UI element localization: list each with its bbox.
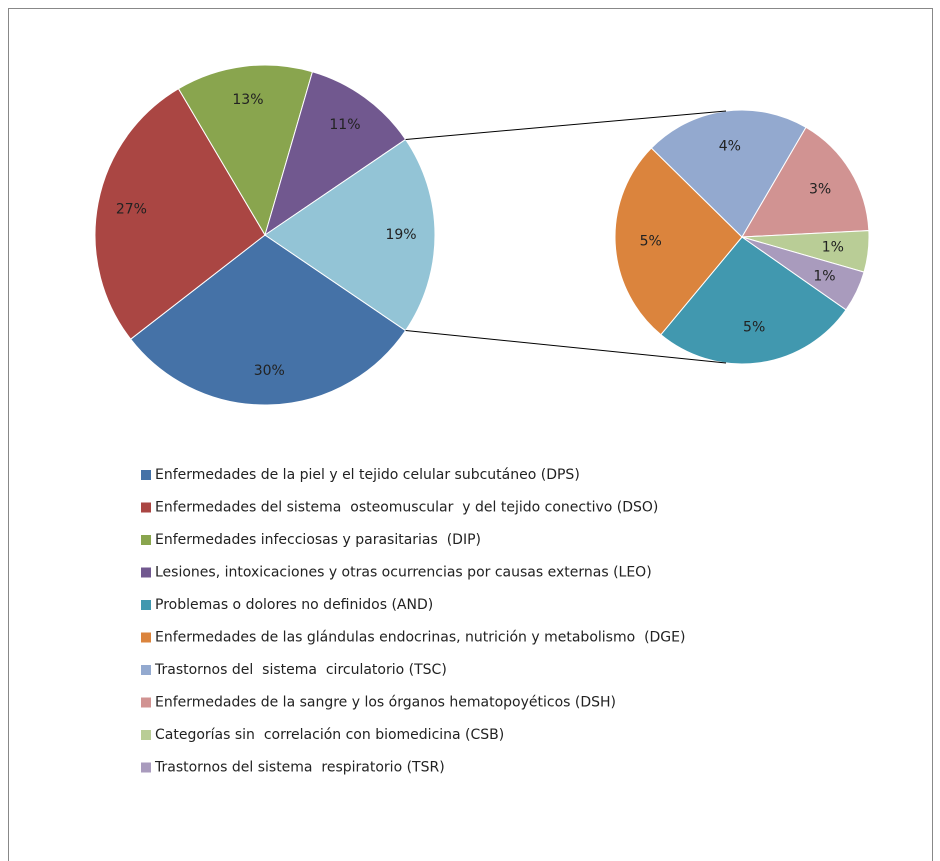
data-label: 3%	[809, 181, 831, 197]
data-label: 4%	[719, 138, 741, 154]
data-label: 11%	[329, 117, 360, 133]
legend-label: Lesiones, intoxicaciones y otras ocurren…	[155, 565, 652, 581]
data-label: 1%	[822, 239, 844, 255]
legend-label: Enfermedades de la sangre y los órganos …	[155, 695, 616, 711]
legend-swatch	[141, 632, 151, 643]
pie-slice	[129, 234, 407, 406]
data-label: 19%	[385, 227, 416, 243]
legend-label: Enfermedades infecciosas y parasitarias …	[155, 532, 481, 548]
data-label: 30%	[254, 363, 285, 379]
legend-swatch	[141, 535, 151, 545]
pie-slice	[741, 236, 865, 311]
pie-slice	[741, 126, 870, 238]
connector-line	[405, 330, 727, 364]
legend-swatch	[141, 600, 151, 610]
legend-label: Enfermedades del sistema osteomuscular y…	[155, 500, 658, 516]
legend-swatch	[141, 665, 151, 675]
legend-swatch	[141, 730, 151, 740]
legend-label: Problemas o dolores no definidos (AND)	[155, 597, 433, 613]
data-label: 1%	[813, 268, 835, 284]
pie-slice	[94, 87, 266, 340]
legend-swatch	[141, 502, 151, 513]
legend-swatch	[141, 470, 151, 480]
legend-swatch	[141, 697, 151, 708]
legend-swatch	[141, 567, 151, 578]
data-label: 5%	[640, 234, 662, 250]
legend-label: Trastornos del sistema circulatorio (TSC…	[154, 662, 447, 678]
data-label: 13%	[232, 92, 263, 108]
data-label: 5%	[743, 320, 765, 336]
pie-slice	[660, 236, 847, 365]
legend-swatch	[141, 762, 151, 773]
legend-label: Categorías sin correlación con biomedici…	[155, 727, 504, 743]
data-label: 27%	[116, 202, 147, 218]
pie-slice	[614, 147, 743, 336]
legend-label: Enfermedades de la piel y el tejido celu…	[155, 467, 580, 483]
legend-label: Enfermedades de las glándulas endocrinas…	[155, 630, 685, 646]
pie-slice	[264, 71, 407, 237]
connector-line	[405, 110, 727, 140]
pie-slice	[177, 64, 314, 237]
pie-slice	[264, 138, 436, 332]
legend-label: Trastornos del sistema respiratorio (TSR…	[154, 760, 445, 776]
